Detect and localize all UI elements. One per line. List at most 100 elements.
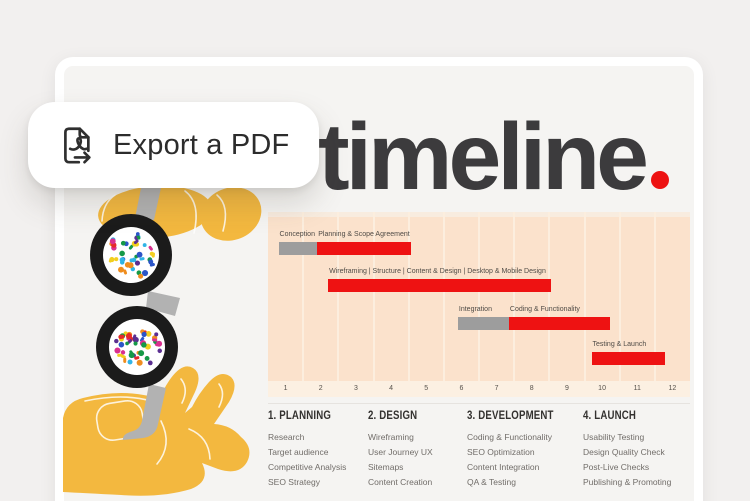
gantt-axis-tick: 7	[494, 385, 499, 392]
confetti-dot	[129, 258, 134, 263]
gantt-axis-tick: 10	[598, 385, 606, 392]
glasses-bridge	[146, 291, 180, 316]
confetti-dot	[134, 260, 141, 266]
section-item: Research	[268, 432, 305, 442]
gantt-column-divider	[618, 212, 621, 381]
confetti-dot	[133, 341, 138, 346]
section-heading: 1. PLANNING	[268, 410, 332, 422]
confetti-dot	[156, 340, 163, 347]
hand-glasses-illustration	[63, 183, 262, 496]
confetti-dot	[148, 259, 154, 265]
gantt-column-divider	[372, 212, 375, 381]
section-item: Sitemaps	[368, 462, 404, 472]
gantt-column-divider	[513, 212, 516, 381]
gantt-axis-tick: 2	[318, 385, 323, 392]
confetti-dot	[125, 341, 129, 346]
confetti-dot	[109, 238, 116, 245]
confetti-dot	[141, 342, 147, 348]
confetti-dot	[109, 256, 115, 263]
section-item: Design Quality Check	[583, 447, 665, 457]
gantt-column-divider	[583, 212, 586, 381]
confetti-dot	[135, 232, 140, 236]
poster-title-text: timeline	[318, 104, 649, 210]
confetti-dot	[152, 338, 158, 342]
gantt-bar	[591, 352, 665, 365]
confetti-dot	[120, 240, 126, 246]
section-divider-line	[268, 403, 690, 404]
gantt-axis-tick: 6	[459, 385, 464, 392]
confetti-dot	[127, 359, 133, 365]
section-column: 3. DEVELOPMENT Coding & Functionality SEO …	[467, 410, 570, 490]
export-pdf-button[interactable]: Export a PDF	[28, 102, 320, 188]
section-heading: 2. DESIGN	[368, 410, 418, 422]
confetti-dot	[114, 338, 119, 344]
gantt-bar-label: Planning & Scope Agreement	[318, 231, 410, 238]
gantt-bar-label: Conception	[279, 231, 315, 238]
gantt-axis-tick: 5	[424, 385, 429, 392]
confetti-dot	[157, 348, 163, 354]
gantt-axis-tick: 3	[353, 385, 358, 392]
section-item: Wireframing	[368, 432, 414, 442]
confetti-dot	[144, 356, 150, 361]
confetti-dot	[134, 356, 140, 360]
section-item: QA & Testing	[467, 477, 516, 487]
gantt-column-divider	[337, 212, 340, 381]
gantt-column-divider	[548, 212, 551, 381]
gantt-bar-label: Wireframing | Structure | Content & Desi…	[329, 268, 546, 275]
section-item-list: Coding & Functionality SEO Optimization Co…	[467, 430, 570, 490]
confetti-dot	[127, 262, 134, 269]
gantt-axis-tick: 9	[564, 385, 569, 392]
confetti-dot	[128, 244, 134, 250]
bottom-hand	[63, 366, 250, 496]
section-column: 2. DESIGN Wireframing User Journey UX Sitem…	[368, 410, 433, 490]
gantt-column-divider	[442, 212, 445, 381]
confetti-dot	[114, 347, 121, 354]
confetti-dot	[117, 353, 123, 357]
gantt-bar	[328, 279, 551, 292]
confetti-dot	[151, 252, 155, 258]
confetti-dot	[120, 350, 126, 355]
confetti-dot	[136, 234, 141, 240]
confetti-dot	[132, 336, 139, 343]
section-heading: 3. DEVELOPMENT	[467, 410, 554, 422]
confetti-dot	[118, 266, 124, 273]
gantt-column-divider	[302, 212, 305, 381]
gantt-axis-tick: 11	[633, 385, 641, 392]
section-item: SEO Strategy	[268, 477, 320, 487]
gantt-bar-label: Testing & Launch	[592, 341, 647, 348]
confetti-dot	[136, 359, 143, 366]
section-item: SEO Optimization	[467, 447, 535, 457]
gantt-axis-tick: 12	[668, 385, 677, 392]
gantt-bar	[278, 242, 318, 255]
gantt-axis-tick: 8	[529, 385, 534, 392]
confetti-dot	[125, 333, 132, 340]
section-column: 4. LAUNCH Usability Testing Design Quality…	[583, 410, 671, 490]
title-period-dot	[651, 171, 669, 189]
gantt-bar	[317, 242, 412, 255]
confetti-dot	[133, 239, 139, 245]
section-item: User Journey UX	[368, 447, 433, 457]
section-item: Target audience	[268, 447, 329, 457]
section-item-list: Research Target audience Competitive Analy…	[268, 430, 346, 490]
confetti-dot	[140, 337, 145, 342]
glasses-temple-arm	[122, 384, 166, 440]
export-button-label: Export a PDF	[113, 128, 290, 161]
confetti-dot	[118, 341, 125, 348]
section-item: Competitive Analysis	[268, 462, 347, 472]
section-item-list: Wireframing User Journey UX Sitemaps Conten…	[368, 430, 433, 490]
section-item: Content Creation	[368, 477, 433, 487]
confetti-dot	[138, 273, 144, 279]
section-item: Usability Testing	[583, 432, 645, 442]
confetti-dot	[119, 250, 125, 257]
pdf-export-icon	[64, 127, 91, 164]
confetti-dot	[147, 360, 153, 366]
confetti-dot	[141, 269, 149, 277]
confetti-dot	[141, 331, 147, 337]
gantt-bar	[508, 317, 610, 330]
section-item: Coding & Functionality	[467, 432, 553, 442]
section-item: Content Integration	[467, 462, 540, 472]
gantt-column-divider	[478, 212, 480, 381]
gantt-chart: 1 2 3 4 5 6 7 8 9 10 11 12 Conception Planning & Scop…	[268, 212, 690, 397]
phase-sections: 1. PLANNING Research Target audience Compet…	[268, 410, 708, 500]
confetti-dot	[138, 350, 145, 357]
